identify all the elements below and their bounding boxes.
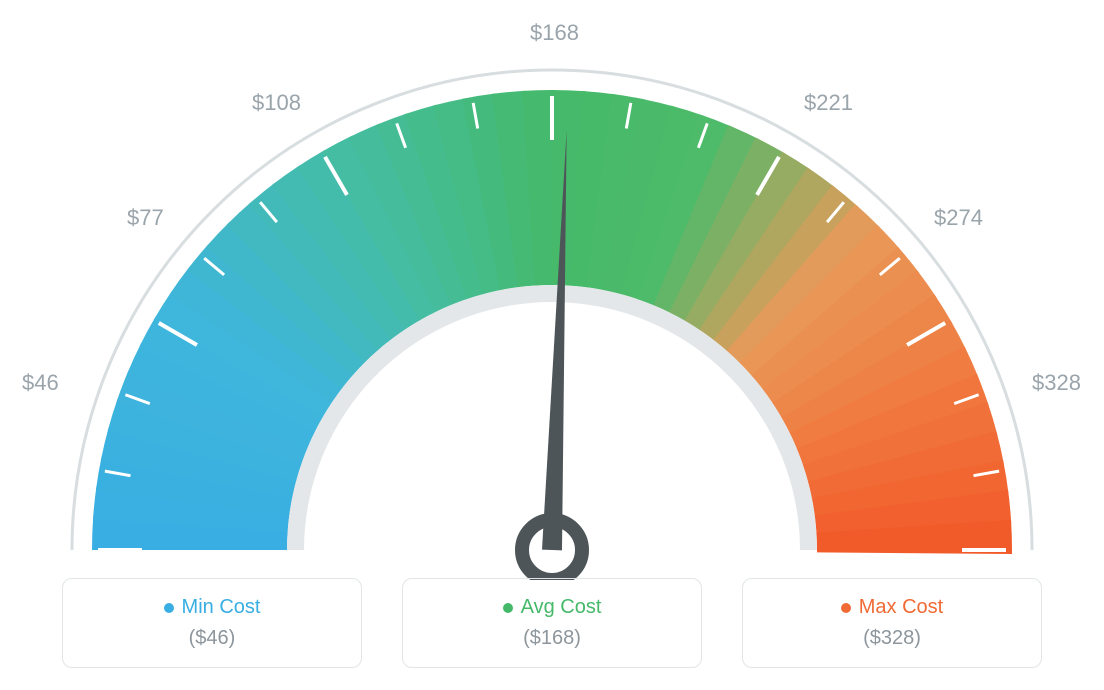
legend-card-avg: Avg Cost ($168) bbox=[402, 578, 702, 668]
gauge-tick-label: $108 bbox=[252, 90, 301, 116]
legend-label-max: Max Cost bbox=[859, 596, 943, 619]
legend-card-min: Min Cost ($46) bbox=[62, 578, 362, 668]
legend-title-min: Min Cost bbox=[164, 596, 261, 619]
legend-value-min: ($46) bbox=[189, 627, 236, 650]
legend-title-max: Max Cost bbox=[841, 596, 943, 619]
legend-dot-avg bbox=[503, 603, 513, 613]
gauge-svg bbox=[32, 20, 1072, 580]
legend-dot-max bbox=[841, 603, 851, 613]
legend-value-avg: ($168) bbox=[523, 627, 581, 650]
gauge-tick-label: $221 bbox=[804, 90, 853, 116]
gauge-tick-label: $77 bbox=[127, 205, 164, 231]
legend-value-max: ($328) bbox=[863, 627, 921, 650]
legend-label-avg: Avg Cost bbox=[521, 596, 602, 619]
gauge-tick-label: $274 bbox=[934, 205, 983, 231]
gauge-chart: $46$77$108$168$221$274$328 bbox=[32, 20, 1072, 580]
legend-label-min: Min Cost bbox=[182, 596, 261, 619]
gauge-tick-label: $46 bbox=[22, 370, 59, 396]
legend-row: Min Cost ($46) Avg Cost ($168) Max Cost … bbox=[62, 578, 1042, 668]
legend-card-max: Max Cost ($328) bbox=[742, 578, 1042, 668]
gauge-tick-label: $168 bbox=[530, 20, 579, 46]
legend-dot-min bbox=[164, 603, 174, 613]
gauge-tick-label: $328 bbox=[1032, 370, 1081, 396]
legend-title-avg: Avg Cost bbox=[503, 596, 602, 619]
